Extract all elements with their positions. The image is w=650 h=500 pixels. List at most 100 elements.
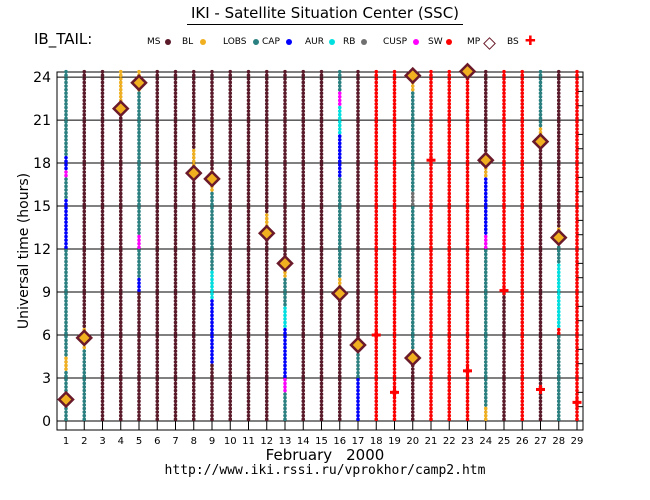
legend-dot-icon <box>253 39 259 45</box>
region-dot <box>283 338 287 343</box>
region-dot <box>210 152 214 156</box>
region-dot <box>392 399 397 404</box>
region-dot <box>246 245 251 250</box>
region-dot <box>337 159 342 164</box>
region-dot <box>502 152 506 156</box>
region-dot <box>520 349 525 353</box>
region-dot <box>502 263 506 267</box>
region-dot <box>520 123 525 128</box>
region-dot <box>82 170 87 174</box>
region-dot <box>392 105 397 110</box>
region-dot <box>64 234 68 239</box>
region-dot <box>82 227 87 232</box>
region-dot <box>337 120 342 124</box>
region-dot <box>410 173 415 178</box>
region-dot <box>118 202 123 207</box>
region-dot <box>374 134 379 138</box>
region-dot <box>538 395 543 400</box>
region-dot <box>575 263 579 267</box>
region-dot <box>82 209 87 214</box>
region-dot <box>173 356 178 361</box>
region-dot <box>64 73 68 78</box>
region-dot <box>575 317 579 321</box>
region-dot <box>447 403 452 407</box>
region-dot <box>410 399 415 404</box>
region-dot <box>100 410 105 414</box>
region-dot <box>429 123 433 128</box>
region-dot <box>155 356 160 361</box>
region-dot <box>319 410 324 414</box>
region-dot <box>556 292 561 296</box>
region-dot <box>337 259 342 264</box>
region-dot <box>465 360 470 364</box>
region-dot <box>502 220 506 224</box>
region-dot <box>155 252 160 257</box>
region-dot <box>374 231 379 235</box>
region-dot <box>447 177 452 181</box>
region-dot <box>465 188 470 192</box>
region-dot <box>483 223 488 228</box>
region-dot <box>137 227 141 232</box>
region-dot <box>173 234 178 239</box>
region-dot <box>429 270 433 275</box>
region-dot <box>173 403 178 407</box>
region-dot <box>538 148 543 153</box>
region-dot <box>64 123 68 128</box>
region-dot <box>228 399 233 404</box>
region-dot <box>173 309 178 314</box>
region-dot <box>410 231 415 235</box>
region-dot <box>283 392 287 396</box>
region-dot <box>447 109 452 113</box>
region-dot <box>155 320 160 325</box>
region-dot <box>82 385 87 389</box>
region-dot <box>301 413 306 418</box>
region-dot <box>392 306 397 310</box>
region-dot <box>337 112 342 117</box>
bs-crossing-marker <box>429 155 433 165</box>
region-dot <box>301 392 306 396</box>
region-dot <box>228 163 233 167</box>
x-tick-label: 9 <box>209 436 215 447</box>
region-dot <box>246 288 251 293</box>
region-dot <box>374 256 379 260</box>
region-dot <box>429 320 433 325</box>
region-dot <box>502 87 506 92</box>
region-dot <box>483 127 488 131</box>
region-dot <box>465 410 470 414</box>
region-dot <box>502 238 506 242</box>
region-dot <box>520 163 525 167</box>
region-dot <box>264 284 269 289</box>
region-dot <box>538 105 543 110</box>
region-dot <box>483 234 488 239</box>
region-dot <box>520 120 525 124</box>
region-dot <box>155 227 160 232</box>
region-dot <box>301 94 306 99</box>
region-dot <box>100 127 105 131</box>
region-dot <box>173 410 178 414</box>
region-dot <box>356 112 360 117</box>
region-dot <box>137 392 141 396</box>
region-dot <box>356 130 360 135</box>
region-dot <box>575 73 579 78</box>
region-dot <box>520 413 525 418</box>
region-dot <box>392 370 397 375</box>
region-dot <box>520 134 525 138</box>
region-dot <box>575 274 579 278</box>
region-dot <box>538 360 543 364</box>
region-dot <box>447 191 452 196</box>
region-dot <box>538 238 543 242</box>
region-dot <box>210 80 214 85</box>
region-dot <box>356 320 360 325</box>
region-dot <box>575 292 579 296</box>
region-dot <box>447 256 452 260</box>
region-dot <box>483 263 488 267</box>
region-dot <box>319 80 324 85</box>
footer-url[interactable]: http://www.iki.rssi.ru/vprokhor/camp2.ht… <box>164 463 486 478</box>
region-dot <box>301 195 306 199</box>
region-dot <box>137 148 141 153</box>
region-dot <box>410 152 415 156</box>
region-dot <box>137 209 141 214</box>
region-dot <box>502 206 506 210</box>
region-dot <box>337 241 342 246</box>
region-dot <box>575 320 579 325</box>
